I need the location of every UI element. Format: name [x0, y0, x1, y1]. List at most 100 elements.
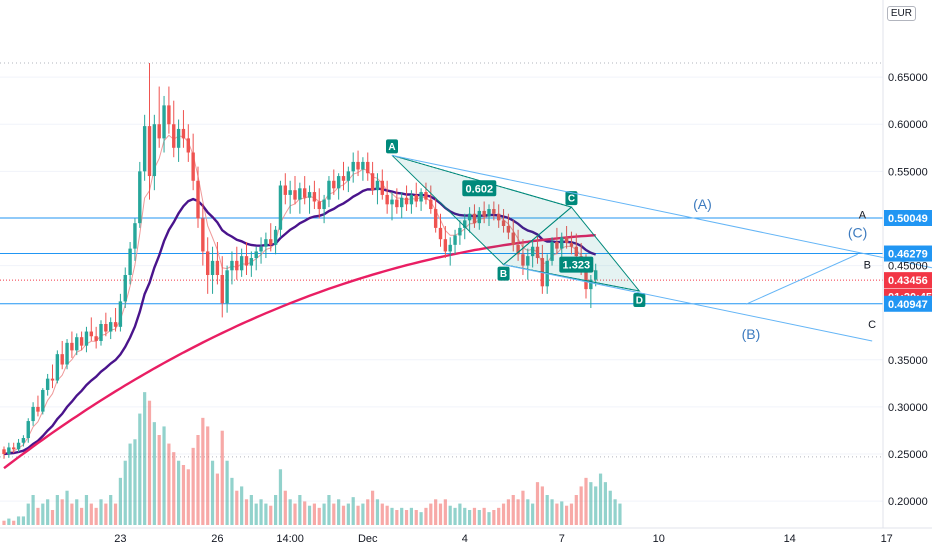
- drawings[interactable]: A B C D 0.602 1.323 (A) (B) (C) A B C: [386, 139, 932, 342]
- volume-bar: [12, 520, 16, 525]
- volume-bar: [448, 505, 452, 525]
- price-tag-bg: [884, 295, 932, 312]
- candle-body: [128, 248, 132, 275]
- candle-body: [244, 256, 249, 266]
- volume-bar: [472, 507, 477, 525]
- volume-bar: [317, 507, 321, 525]
- volume-bar: [332, 503, 336, 525]
- candle-body: [191, 152, 195, 181]
- volume-bar: [468, 510, 472, 525]
- volume-bar: [511, 495, 515, 525]
- candle-body: [472, 213, 477, 224]
- volume-bar: [138, 413, 142, 525]
- candle-body: [176, 128, 181, 148]
- volume-bar: [482, 507, 486, 525]
- volume-bar: [375, 499, 380, 525]
- candle-body: [400, 197, 404, 208]
- candle-body: [157, 124, 161, 139]
- volume-bar: [152, 422, 156, 525]
- price-tag-label: 0.40947: [888, 299, 928, 311]
- candle-body: [181, 128, 186, 139]
- price-tick-label: 0.65000: [888, 72, 928, 84]
- volume-bar: [65, 490, 69, 525]
- volume-bar: [36, 507, 40, 525]
- pattern-point-label: B: [500, 269, 507, 280]
- candle-body: [506, 226, 511, 233]
- volume-bar: [259, 499, 263, 525]
- pattern-bd-dotted: [503, 264, 640, 292]
- volume-bar: [501, 503, 506, 525]
- candle-body: [41, 389, 45, 412]
- candle-body: [448, 244, 452, 252]
- candle-body: [574, 246, 578, 257]
- ratio-tag: [559, 256, 594, 273]
- channel-upper-line: [391, 154, 932, 269]
- volume-bar: [283, 490, 287, 525]
- candle-body: [201, 218, 205, 252]
- date-tick-label: 14:00: [276, 533, 304, 545]
- volume-bar: [288, 499, 292, 525]
- volume-bar: [249, 495, 253, 525]
- candle-body: [550, 242, 554, 261]
- candle-body: [152, 124, 157, 177]
- candle-body: [341, 176, 346, 181]
- volume-bar: [162, 426, 166, 525]
- volume-bar: [584, 477, 588, 525]
- candle-body: [409, 194, 414, 205]
- candle-body: [560, 237, 564, 249]
- volume-bar: [254, 503, 258, 525]
- candle-body: [70, 342, 74, 351]
- candle-body: [138, 171, 142, 224]
- volume-bar: [613, 499, 617, 525]
- ratio-tag: [462, 180, 497, 197]
- volume-bar: [225, 460, 229, 525]
- volume-bar: [206, 426, 210, 525]
- price-tick-label: 0.25000: [888, 449, 928, 461]
- candle-body: [463, 220, 467, 228]
- horizontal-levels[interactable]: [0, 62, 883, 458]
- pattern-point-label: D: [636, 296, 643, 307]
- volume-bar: [46, 499, 50, 525]
- volume-bar: [307, 505, 312, 525]
- date-tick-label: 4: [462, 533, 468, 545]
- candle-body: [278, 185, 283, 230]
- volume-bar: [351, 497, 355, 525]
- candle-body: [16, 442, 21, 450]
- candle-body: [492, 209, 496, 214]
- candle-body: [239, 256, 244, 271]
- candle-body: [443, 239, 448, 252]
- volume-bar: [99, 499, 103, 525]
- candle-body: [327, 180, 331, 200]
- volume-bar: [274, 495, 278, 525]
- volume-bar: [540, 486, 544, 525]
- volume-bar: [94, 507, 98, 525]
- volume-bar: [118, 477, 122, 525]
- volume-bar: [75, 499, 79, 525]
- price-tag-label: 0.50049: [888, 213, 928, 225]
- volume-bar: [497, 507, 501, 525]
- candle-body: [569, 242, 574, 247]
- volume-bar: [2, 520, 6, 525]
- date-tick-label: 14: [784, 533, 796, 545]
- candle-body: [230, 260, 234, 271]
- candle-body: [404, 197, 409, 205]
- currency-badge[interactable]: EUR: [886, 6, 916, 21]
- volume-bar: [419, 512, 423, 525]
- candle-body: [317, 201, 321, 210]
- volume-bar: [492, 510, 496, 525]
- volume-bar: [603, 482, 607, 525]
- candle-body: [433, 209, 438, 228]
- price-tag-label: 0.46279: [888, 249, 928, 261]
- volume-bar: [565, 505, 569, 525]
- candle-body: [31, 406, 35, 422]
- volume-bar: [400, 507, 404, 525]
- candle-body: [535, 246, 540, 259]
- abc-label: B: [864, 259, 871, 271]
- volume-bar: [424, 507, 428, 525]
- date-tick-label: 23: [114, 533, 126, 545]
- price-tick-label: 0.20000: [888, 496, 928, 508]
- volume-bar: [390, 507, 394, 525]
- pattern-point-label: A: [388, 142, 395, 153]
